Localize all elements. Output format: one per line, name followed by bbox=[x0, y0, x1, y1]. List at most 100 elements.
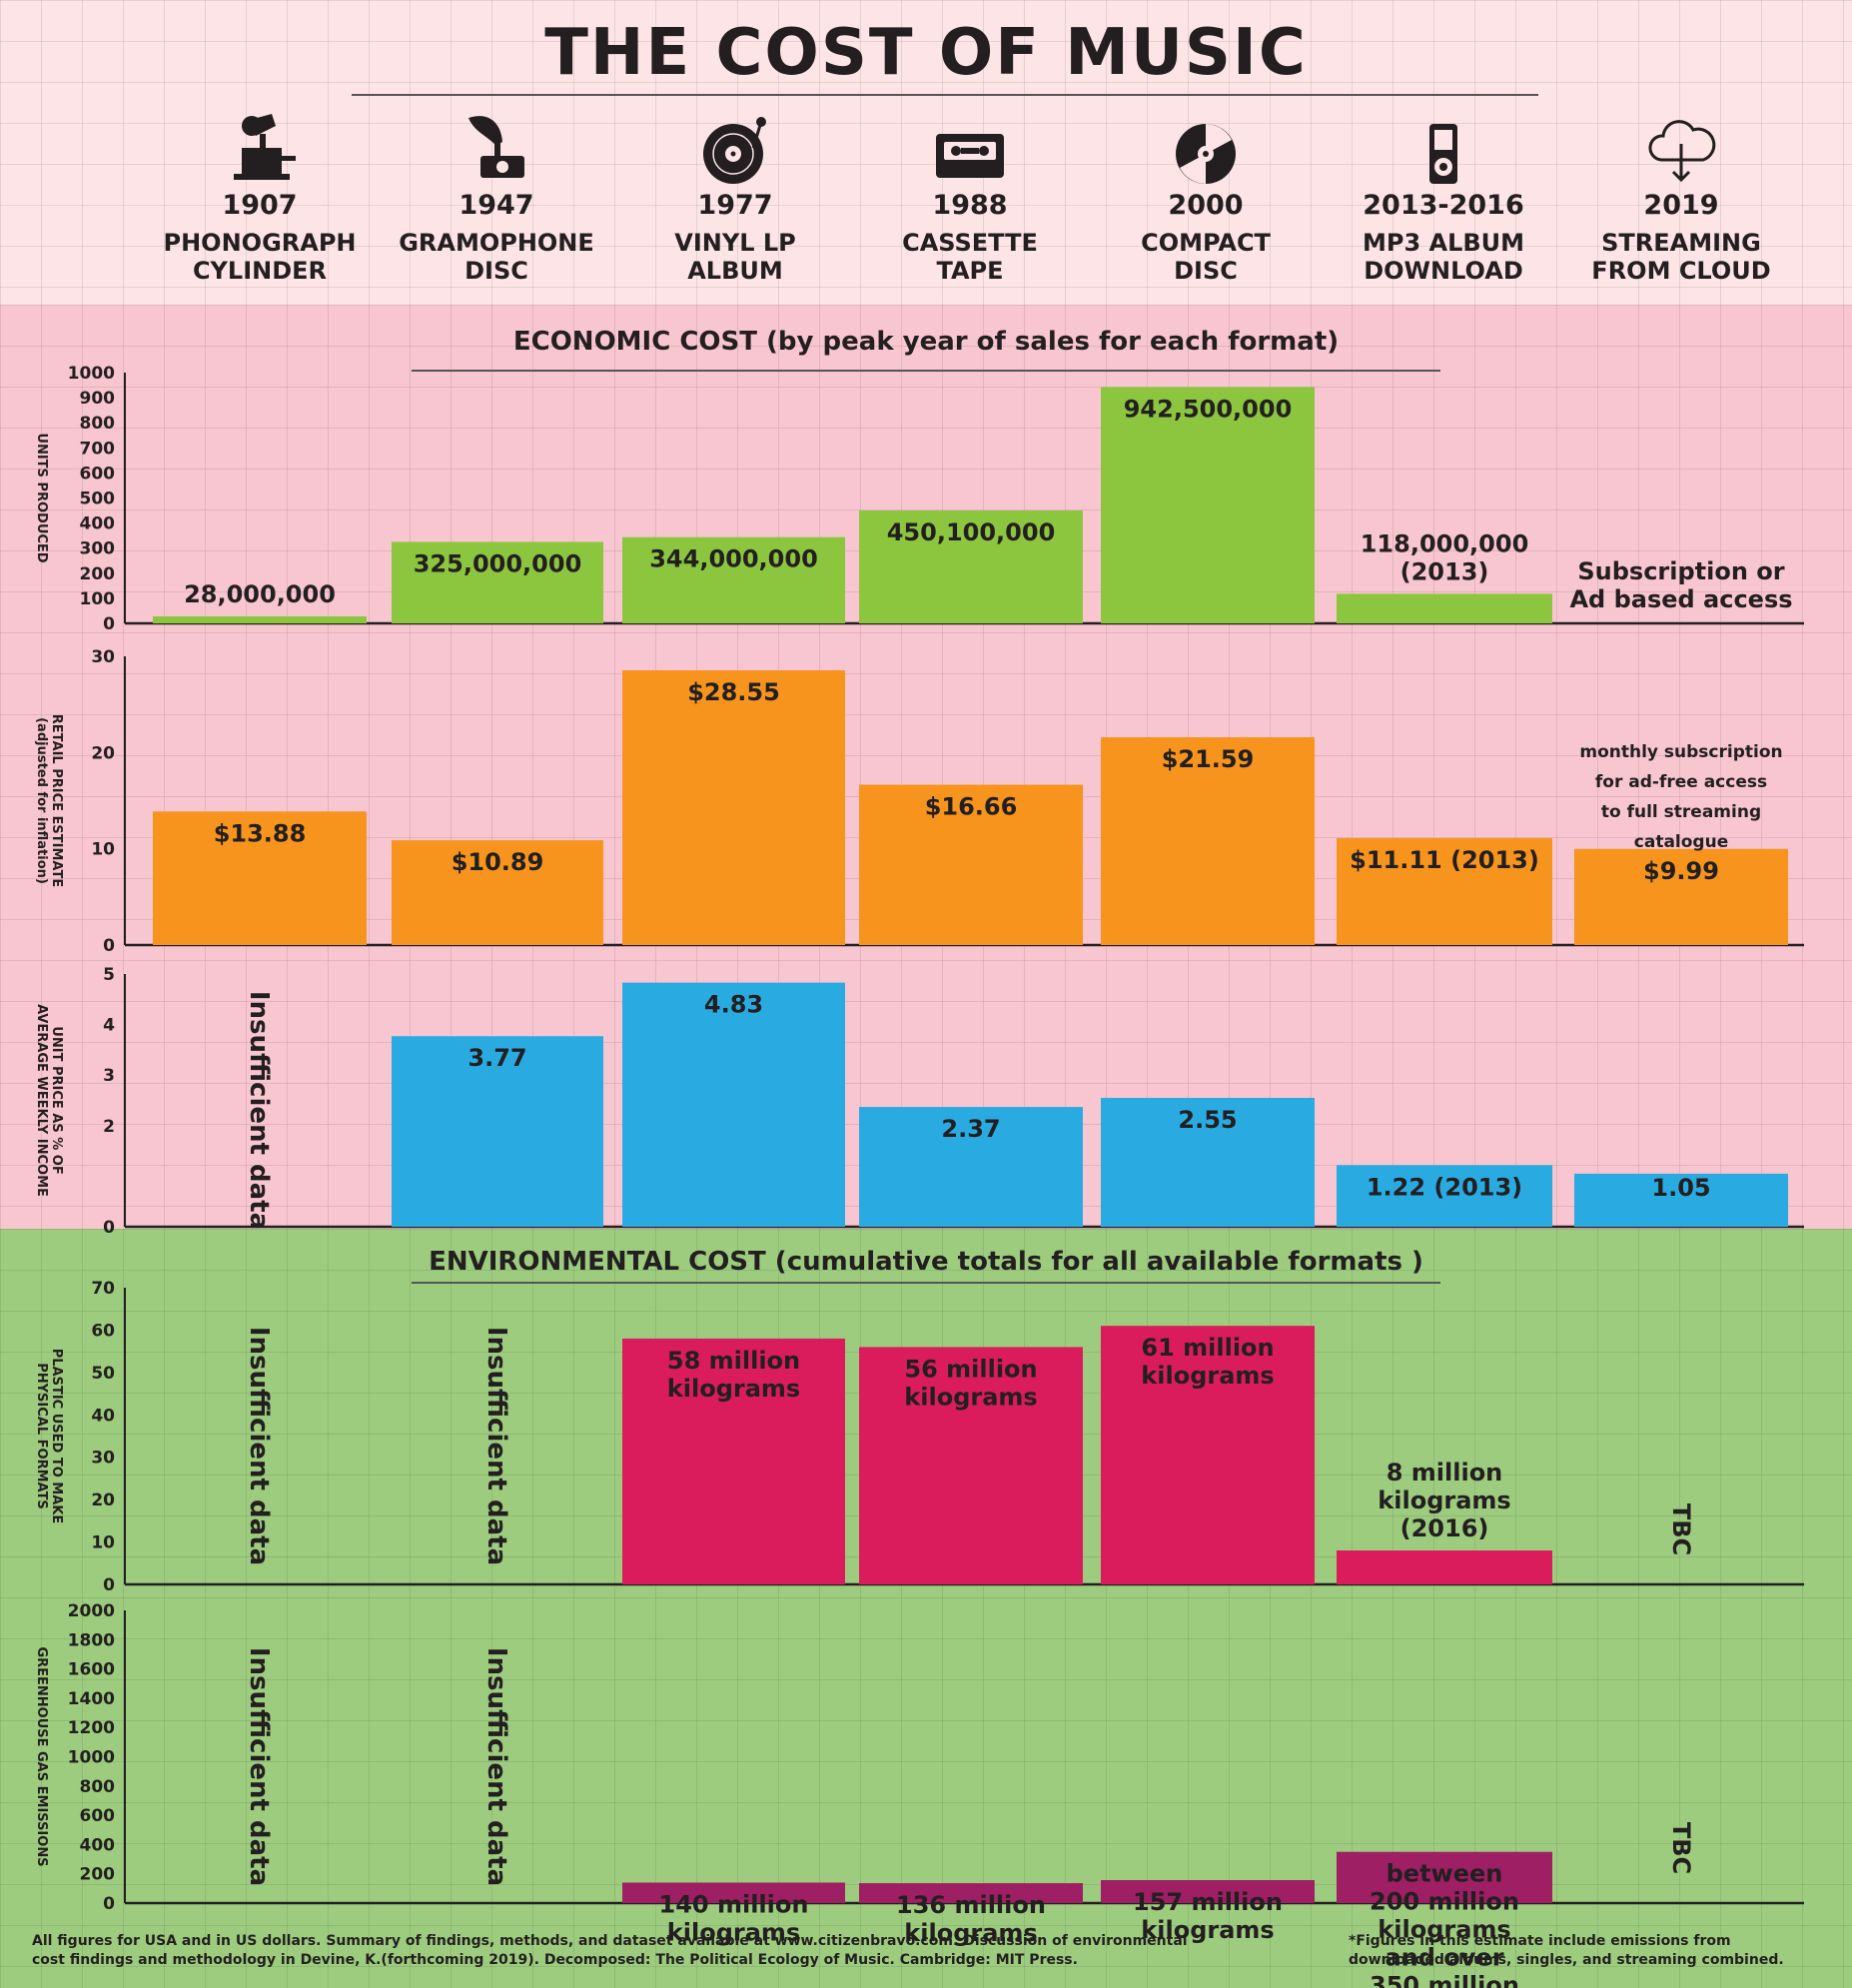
bar bbox=[1101, 737, 1315, 945]
bar bbox=[622, 536, 845, 623]
bar bbox=[1101, 1097, 1315, 1227]
y-tick-label: 5 bbox=[103, 965, 115, 985]
bar-value-label: 136 million kilograms bbox=[896, 1891, 1046, 1947]
bar bbox=[1101, 1326, 1315, 1584]
bar-value-label: 157 million kilograms bbox=[1133, 1888, 1283, 1944]
y-tick-label: 1000 bbox=[68, 364, 115, 384]
bar bbox=[1574, 848, 1788, 945]
bar-value-label: $13.88 bbox=[214, 819, 307, 847]
bar-value-label: $11.11 (2013) bbox=[1350, 846, 1539, 874]
streaming-annotation: monthly subscription for ad-free access to… bbox=[1579, 742, 1782, 852]
y-axis-title: RETAIL PRICE ESTIMATE(adjusted for infla… bbox=[34, 714, 64, 887]
bar-value-label: 1.05 bbox=[1651, 1174, 1710, 1202]
format-name: COMPACT DISC bbox=[1141, 229, 1271, 285]
bar bbox=[153, 615, 367, 623]
y-tick-label: 200 bbox=[80, 564, 116, 584]
format-column-cd: 2000 COMPACT DISC bbox=[1101, 112, 1311, 285]
bar bbox=[622, 669, 845, 945]
format-year: 1977 bbox=[697, 190, 773, 221]
bar-value-label: $16.66 bbox=[925, 793, 1018, 821]
bar bbox=[622, 1882, 845, 1903]
bar bbox=[1337, 593, 1552, 623]
bar-value-label: 344,000,000 bbox=[649, 545, 818, 573]
format-year: 2019 bbox=[1643, 190, 1719, 221]
y-tick-label: 600 bbox=[80, 1806, 116, 1826]
bar-value-label: $9.99 bbox=[1643, 857, 1719, 885]
bar bbox=[392, 840, 603, 945]
bar-value-label: 450,100,000 bbox=[887, 518, 1056, 546]
header-band bbox=[0, 0, 1852, 305]
economic-title-divider bbox=[412, 370, 1440, 372]
format-name: GRAMOPHONE DISC bbox=[399, 229, 594, 285]
y-tick-label: 30 bbox=[91, 1449, 115, 1469]
bar bbox=[1337, 1165, 1552, 1227]
y-tick-label: 100 bbox=[80, 589, 116, 609]
y-tick-label: 1800 bbox=[68, 1630, 115, 1650]
bar bbox=[859, 1107, 1083, 1227]
insufficient-data-label: Insufficient data bbox=[481, 1327, 511, 1565]
format-name: STREAMING FROM CLOUD bbox=[1591, 229, 1771, 285]
format-column-mp3: 2013-2016 MP3 ALBUM DOWNLOAD bbox=[1339, 112, 1548, 285]
y-tick-label: 10 bbox=[91, 840, 115, 860]
economic-section-title: ECONOMIC COST (by peak year of sales for… bbox=[512, 327, 1340, 357]
y-tick-label: 800 bbox=[80, 1777, 116, 1797]
insufficient-data-label: Insufficient data bbox=[244, 1327, 274, 1565]
y-tick-label: 50 bbox=[91, 1364, 115, 1384]
environmental-title-divider bbox=[412, 1282, 1440, 1284]
gramophone-icon bbox=[392, 112, 601, 188]
insufficient-data-label: Insufficient data bbox=[481, 1647, 511, 1886]
compact-disc-icon bbox=[1101, 112, 1311, 188]
bar bbox=[622, 982, 845, 1227]
phonograph-icon bbox=[155, 112, 365, 188]
y-tick-label: 300 bbox=[80, 539, 116, 559]
vinyl-record-icon bbox=[630, 112, 840, 188]
bar-value-label: 1.22 (2013) bbox=[1367, 1173, 1522, 1201]
bar-value-label: 140 million kilograms bbox=[659, 1890, 809, 1946]
bar bbox=[1337, 1550, 1552, 1584]
bar-value-label: $21.59 bbox=[1162, 745, 1255, 773]
y-tick-label: 20 bbox=[91, 743, 115, 763]
format-name: VINYL LP ALBUM bbox=[674, 229, 796, 285]
format-column-phonograph: 1907 PHONOGRAPH CYLINDER bbox=[155, 112, 365, 285]
y-tick-label: 10 bbox=[91, 1533, 115, 1553]
bar-value-label: 325,000,000 bbox=[414, 549, 582, 577]
y-tick-label: 1600 bbox=[68, 1660, 115, 1680]
y-tick-label: 800 bbox=[80, 414, 116, 434]
format-year: 2013-2016 bbox=[1363, 190, 1524, 221]
bar-value-label: 58 million kilograms bbox=[667, 1347, 800, 1403]
bar-value-label: 118,000,000 (2013) bbox=[1361, 529, 1529, 585]
format-column-cassette: 1988 CASSETTE TAPE bbox=[865, 112, 1075, 285]
bar-value-label: 8 million kilograms (2016) bbox=[1378, 1459, 1510, 1542]
format-column-streaming: 2019 STREAMING FROM CLOUD bbox=[1576, 112, 1786, 285]
format-name: MP3 ALBUM DOWNLOAD bbox=[1362, 229, 1525, 285]
y-tick-label: 2 bbox=[103, 1117, 115, 1137]
category-note-label: Subscription or Ad based access bbox=[1569, 557, 1792, 613]
y-tick-label: 0 bbox=[103, 1575, 115, 1595]
bar-value-label: between 200 million kilograms and over 350 m… bbox=[1370, 1860, 1519, 1988]
bar-value-label: 28,000,000 bbox=[184, 580, 336, 608]
y-axis-title: UNIT PRICE AS % OFAVERAGE WEEKLY INCOME bbox=[34, 1004, 64, 1197]
insufficient-data-label: Insufficient data bbox=[244, 1647, 274, 1886]
y-tick-label: 0 bbox=[103, 1218, 115, 1238]
y-tick-label: 400 bbox=[80, 514, 116, 534]
format-column-vinyl: 1977 VINYL LP ALBUM bbox=[630, 112, 840, 285]
y-tick-label: 3 bbox=[103, 1066, 115, 1086]
format-year: 2000 bbox=[1168, 190, 1244, 221]
bar-value-label: 56 million kilograms bbox=[904, 1355, 1037, 1411]
y-axis-title: PLASTIC USED TO MAKEPHYSICAL FORMATS bbox=[34, 1349, 64, 1524]
y-axis-title: GREENHOUSE GAS EMISSIONS bbox=[34, 1646, 49, 1866]
format-year: 1947 bbox=[459, 190, 534, 221]
y-tick-label: 20 bbox=[91, 1491, 115, 1510]
format-name: PHONOGRAPH CYLINDER bbox=[163, 229, 357, 285]
y-tick-label: 1400 bbox=[68, 1689, 115, 1709]
y-tick-label: 700 bbox=[80, 439, 116, 459]
y-tick-label: 0 bbox=[103, 614, 115, 634]
format-name: CASSETTE TAPE bbox=[902, 229, 1038, 285]
bar-value-label: 3.77 bbox=[467, 1044, 526, 1072]
cassette-icon bbox=[865, 112, 1075, 188]
cloud-download-icon bbox=[1576, 112, 1786, 188]
bar bbox=[1101, 387, 1315, 623]
bar-value-label: 942,500,000 bbox=[1124, 395, 1293, 423]
bar bbox=[1337, 837, 1552, 945]
